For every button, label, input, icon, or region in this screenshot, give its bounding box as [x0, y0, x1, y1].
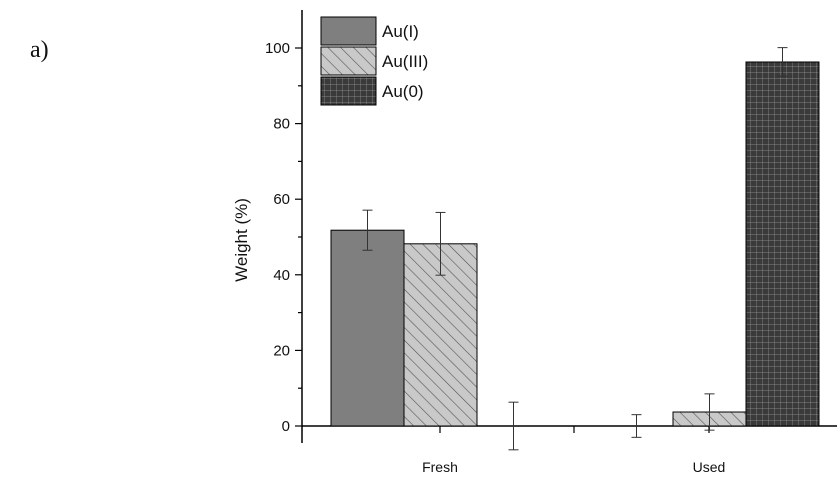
y-tick-label: 80: [273, 116, 290, 133]
legend-label: Au(0): [382, 82, 424, 101]
error-bars: [362, 47, 788, 451]
legend-swatch: [320, 76, 377, 106]
y-axis-title: Weight (%): [232, 198, 251, 282]
legend-label: Au(III): [382, 52, 428, 71]
legend-label: Au(I): [382, 22, 419, 41]
y-tick-label: 20: [273, 342, 290, 359]
panel-label: a): [30, 37, 49, 63]
bar: [745, 61, 820, 427]
legend: Au(I) Au(III) Au(0): [320, 16, 428, 106]
bars: [330, 61, 820, 427]
y-tick-label: 100: [265, 40, 290, 57]
x-tick-label: Used: [693, 459, 726, 475]
y-tick-label: 60: [273, 191, 290, 208]
y-tick-label: 0: [282, 418, 290, 435]
y-tick-label: 40: [273, 267, 290, 284]
bar: [330, 229, 405, 427]
legend-swatch: [320, 16, 377, 46]
x-tick-label: Fresh: [422, 459, 458, 475]
legend-swatch: [320, 46, 377, 76]
